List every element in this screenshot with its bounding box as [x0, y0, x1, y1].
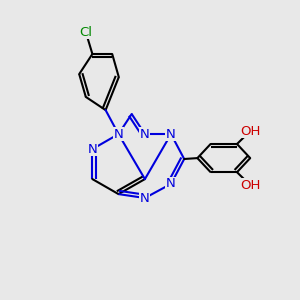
Text: N: N	[166, 128, 176, 141]
Text: N: N	[88, 142, 97, 156]
Text: Cl: Cl	[79, 26, 92, 39]
Text: OH: OH	[240, 178, 260, 192]
Text: N: N	[140, 191, 150, 205]
Text: N: N	[114, 128, 123, 141]
Text: N: N	[140, 128, 150, 141]
Text: OH: OH	[240, 124, 260, 138]
Text: N: N	[166, 177, 176, 190]
